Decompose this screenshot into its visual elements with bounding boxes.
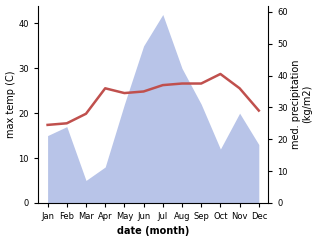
Y-axis label: max temp (C): max temp (C) [5, 70, 16, 138]
X-axis label: date (month): date (month) [117, 227, 190, 236]
Y-axis label: med. precipitation
(kg/m2): med. precipitation (kg/m2) [291, 60, 313, 149]
